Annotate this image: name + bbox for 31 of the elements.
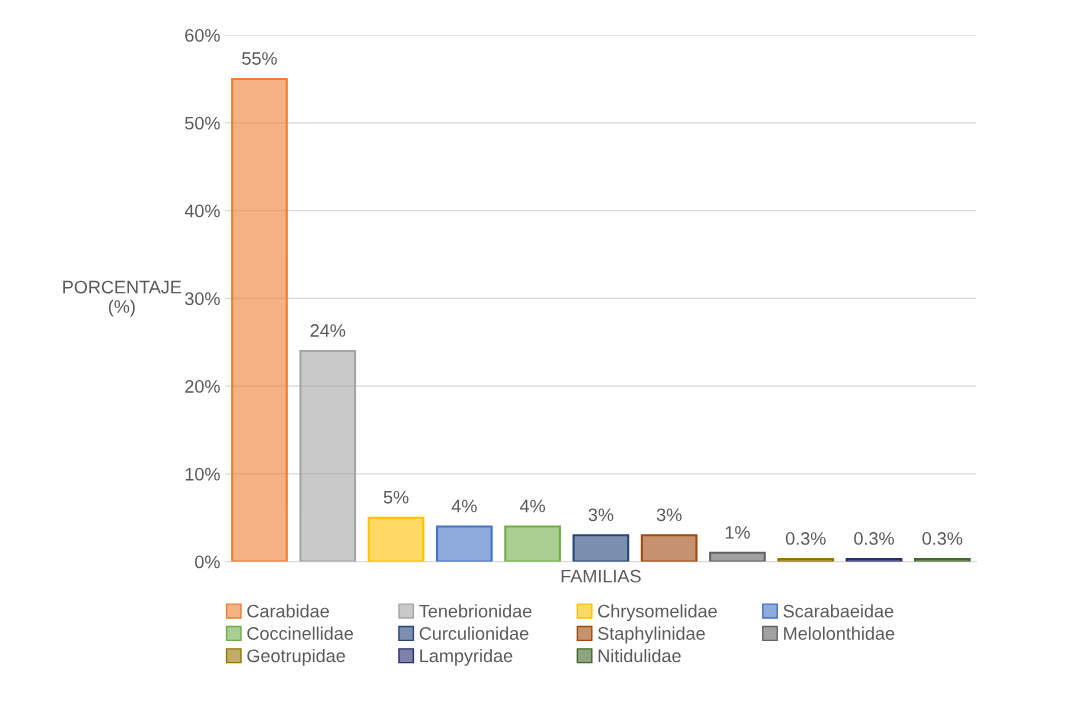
y-tick-label: 50%	[185, 116, 220, 130]
legend-label: Coccinellidae	[247, 626, 354, 640]
y-tick-label: 0%	[195, 555, 220, 569]
legend-label: Chrysomelidae	[598, 604, 717, 622]
text: 5%	[383, 490, 409, 504]
y-tick-label: 60%	[185, 29, 220, 42]
text: 4%	[519, 499, 545, 513]
legend-label: Melolonthidae	[784, 626, 895, 640]
legend-label: Nitidulidae	[598, 648, 681, 663]
text: 3%	[588, 508, 614, 522]
legend-label: Geotrupidae	[247, 648, 345, 666]
text: 55%	[242, 52, 277, 65]
legend-label: Lampyridae	[420, 648, 513, 666]
text: 3%	[656, 508, 682, 522]
legend-label: Tenebrionidae	[419, 604, 532, 618]
legend-label: Carabidae	[247, 604, 329, 618]
y-tick-label: 30%	[185, 292, 220, 306]
text: 4%	[451, 499, 477, 513]
x-axis-title: FAMILIAS	[561, 569, 641, 583]
text: 0.3%	[854, 532, 894, 545]
y-tick-label: 20%	[185, 380, 220, 393]
legend-label: Curculionidae	[419, 626, 529, 640]
text: 24%	[310, 324, 346, 337]
legend-label: Scarabaeidae	[783, 604, 894, 618]
text: 0.3%	[785, 532, 826, 545]
text: 1%	[725, 526, 750, 539]
y-tick-label: 40%	[184, 204, 220, 218]
y-tick-label: 10%	[185, 467, 220, 481]
text: 0.3%	[922, 532, 963, 545]
y-axis-title: PORCENTAJE (%)	[63, 280, 182, 317]
legend-label: Staphylinidae	[598, 626, 705, 644]
